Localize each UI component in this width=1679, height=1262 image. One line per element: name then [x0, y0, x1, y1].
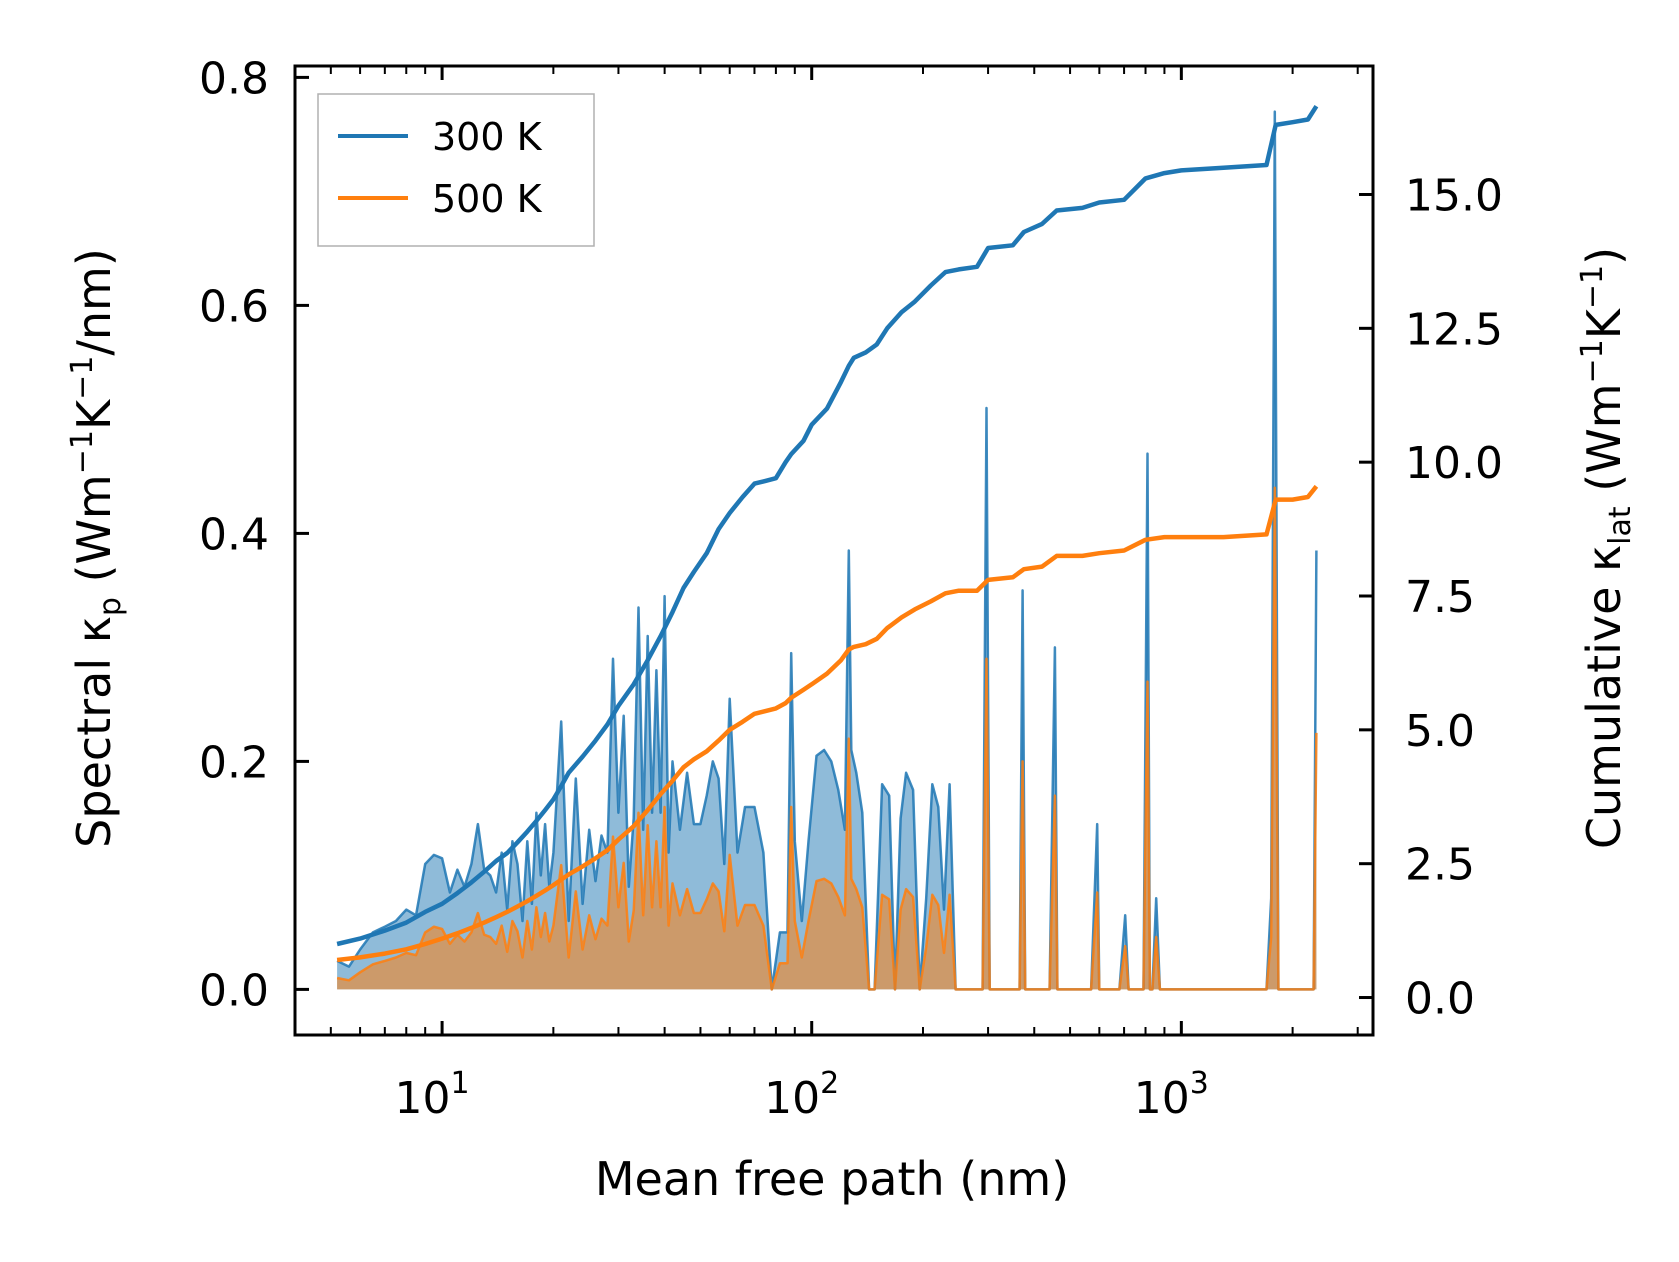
- y-left-label-exp2: −1: [65, 356, 100, 400]
- cumulative-line-500k: [336, 484, 1319, 963]
- y-left-tick-label: 0.6: [199, 281, 269, 332]
- y-left-label-base: Spectral κ: [67, 616, 121, 848]
- y-left-label-sub: p: [93, 597, 128, 616]
- cumulative-line-300k: [336, 104, 1319, 947]
- y-right-label-unit-pre: (Wm: [1577, 383, 1631, 506]
- y-right-tick-label: 7.5: [1405, 572, 1475, 623]
- x-tick-label: 101: [395, 1066, 470, 1124]
- cumulative-lines: [336, 104, 1319, 963]
- y-right-tick-label: 5.0: [1405, 706, 1475, 757]
- y-right-tick-label: 0.0: [1405, 974, 1475, 1025]
- y-left-label-unit-mid: K: [67, 398, 121, 430]
- y-right-label-unit-mid: K: [1577, 307, 1631, 339]
- y-right-label-exp1: −1: [1575, 339, 1610, 383]
- y-right-label-unit-post: ): [1577, 247, 1631, 265]
- y-right-tick-label: 2.5: [1405, 840, 1475, 891]
- legend: 300 K 500 K: [317, 93, 595, 247]
- spectral-line-500k: [336, 486, 1318, 991]
- spectral-fill-300k: [337, 111, 1317, 990]
- spectral-lines: [336, 110, 1318, 991]
- y-left-label-unit-post: /nm): [67, 248, 121, 355]
- y-left-tick-label: 0.4: [199, 509, 269, 560]
- legend-label-500k: 500 K: [432, 177, 543, 221]
- y-axis-left-label: Spectral κp (Wm−1K−1/nm): [65, 248, 128, 848]
- y-right-label-base: Cumulative κ: [1577, 545, 1631, 849]
- x-tick-label: 103: [1134, 1066, 1209, 1124]
- tick-labels: 101 102 103 0.0 0.2 0.4 0.6 0.8 0.0 2.5 5.0 7.5 10.0…: [199, 53, 1503, 1124]
- legend-box: [317, 93, 595, 247]
- y-axis-right-label: Cumulative κlat (Wm−1K−1): [1575, 247, 1638, 849]
- y-left-label-unit-pre: (Wm: [67, 474, 121, 597]
- y-right-label-exp2: −1: [1575, 265, 1610, 309]
- y-left-label-exp1: −1: [65, 430, 100, 474]
- y-right-tick-label: 15.0: [1405, 170, 1503, 221]
- legend-label-300k: 300 K: [432, 115, 543, 159]
- y-right-label-sub: lat: [1603, 506, 1638, 545]
- y-left-tick-label: 0.0: [199, 965, 269, 1016]
- y-right-tick-label: 12.5: [1405, 304, 1503, 355]
- y-right-tick-label: 10.0: [1405, 438, 1503, 489]
- plot-frame: [293, 64, 1375, 1037]
- x-tick-label: 102: [764, 1066, 839, 1124]
- y-left-tick-label: 0.8: [199, 53, 269, 104]
- x-axis-label: Mean free path (nm): [595, 1152, 1069, 1206]
- axis-ticks: [294, 66, 1373, 1035]
- y-left-tick-label: 0.2: [199, 737, 269, 788]
